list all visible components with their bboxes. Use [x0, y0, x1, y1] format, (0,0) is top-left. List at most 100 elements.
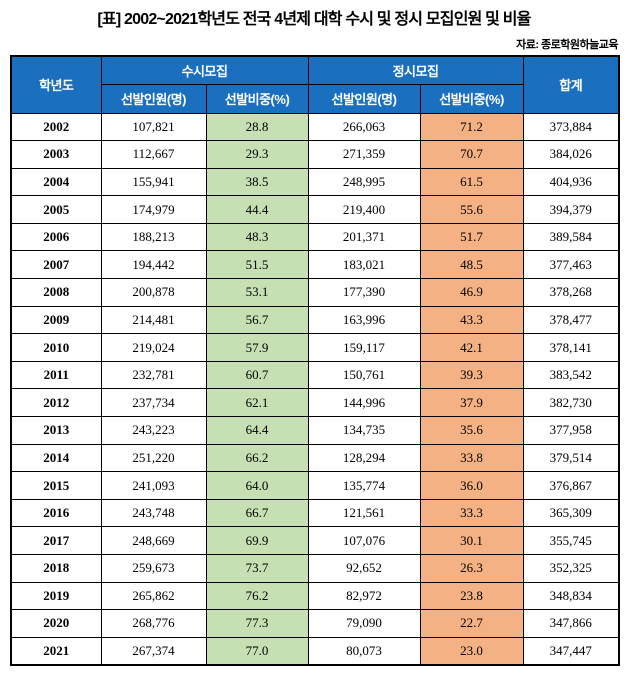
header-sub-row: 선발인원(명) 선발비중(%) 선발인원(명) 선발비중(%) [11, 83, 619, 114]
header-jeongsi-ratio: 선발비중(%) [419, 83, 524, 114]
susi-ratio-cell: 77.3 [205, 609, 309, 638]
jeongsi-ratio-cell: 26.3 [419, 554, 524, 583]
table-row: 2021 267,374 77.0 80,073 23.0 347,447 [10, 636, 620, 666]
jeongsi-count-cell: 92,652 [307, 554, 421, 583]
jeongsi-ratio-cell: 70.7 [419, 140, 524, 169]
susi-ratio-cell: 28.8 [205, 112, 309, 142]
jeongsi-ratio-cell: 37.9 [419, 388, 524, 418]
jeongsi-count-cell: 163,996 [307, 305, 421, 335]
jeongsi-count-cell: 248,995 [307, 167, 421, 197]
table-row: 2011 232,781 60.7 150,761 39.3 383,542 [10, 360, 620, 390]
table-row: 2002 107,821 28.8 266,063 71.2 373,884 [10, 112, 620, 142]
susi-count-cell: 237,734 [100, 388, 207, 418]
susi-ratio-cell: 64.4 [205, 416, 309, 445]
jeongsi-ratio-cell: 35.6 [419, 416, 524, 445]
jeongsi-count-cell: 79,090 [307, 609, 421, 638]
source-note: 자료: 종로학원하늘교육 [516, 39, 618, 51]
jeongsi-count-cell: 107,076 [307, 526, 421, 555]
susi-ratio-cell: 69.9 [205, 526, 309, 555]
jeongsi-ratio-cell: 61.5 [419, 167, 524, 197]
header-susi-group: 수시모집 [100, 55, 309, 85]
year-cell: 2012 [10, 388, 102, 418]
susi-ratio-cell: 38.5 [205, 167, 309, 197]
susi-count-cell: 107,821 [100, 112, 207, 142]
susi-ratio-cell: 62.1 [205, 388, 309, 418]
header-total: 합계 [522, 55, 620, 114]
susi-count-cell: 155,941 [100, 167, 207, 197]
jeongsi-count-cell: 183,021 [307, 250, 421, 280]
susi-count-cell: 232,781 [100, 360, 207, 390]
table-row: 2016 243,748 66.7 121,561 33.3 365,309 [10, 498, 620, 528]
jeongsi-count-cell: 266,063 [307, 112, 421, 142]
jeongsi-count-cell: 121,561 [307, 498, 421, 528]
table-row: 2004 155,941 38.5 248,995 61.5 404,936 [10, 167, 620, 197]
jeongsi-ratio-cell: 33.3 [419, 498, 524, 528]
year-cell: 2021 [10, 636, 102, 666]
susi-ratio-cell: 56.7 [205, 305, 309, 335]
table-row: 2007 194,442 51.5 183,021 48.5 377,463 [10, 250, 620, 280]
year-cell: 2010 [10, 333, 102, 362]
jeongsi-count-cell: 135,774 [307, 471, 421, 500]
susi-ratio-cell: 60.7 [205, 360, 309, 390]
header-susi-ratio: 선발비중(%) [205, 83, 309, 114]
susi-ratio-cell: 73.7 [205, 554, 309, 583]
susi-count-cell: 251,220 [100, 443, 207, 473]
total-cell: 373,884 [522, 112, 620, 142]
total-cell: 378,477 [522, 305, 620, 335]
susi-count-cell: 267,374 [100, 636, 207, 666]
jeongsi-count-cell: 128,294 [307, 443, 421, 473]
header-jeongsi-group: 정시모집 [307, 55, 524, 85]
susi-ratio-cell: 48.3 [205, 222, 309, 252]
year-cell: 2003 [10, 140, 102, 169]
year-cell: 2006 [10, 222, 102, 252]
jeongsi-ratio-cell: 30.1 [419, 526, 524, 555]
jeongsi-ratio-cell: 71.2 [419, 112, 524, 142]
year-cell: 2007 [10, 250, 102, 280]
total-cell: 348,834 [522, 581, 620, 611]
table-row: 2020 268,776 77.3 79,090 22.7 347,866 [10, 609, 620, 638]
total-cell: 404,936 [522, 167, 620, 197]
table-row: 2013 243,223 64.4 134,735 35.6 377,958 [10, 416, 620, 445]
susi-ratio-cell: 51.5 [205, 250, 309, 280]
jeongsi-count-cell: 144,996 [307, 388, 421, 418]
admissions-table: 학년도 수시모집 정시모집 합계 선발인원(명) 선발비중(%) 선발인원(명)… [10, 55, 620, 666]
jeongsi-ratio-cell: 55.6 [419, 195, 524, 224]
susi-ratio-cell: 66.7 [205, 498, 309, 528]
jeongsi-count-cell: 150,761 [307, 360, 421, 390]
total-cell: 347,866 [522, 609, 620, 638]
total-cell: 377,463 [522, 250, 620, 280]
susi-ratio-cell: 44.4 [205, 195, 309, 224]
table-row: 2006 188,213 48.3 201,371 51.7 389,584 [10, 222, 620, 252]
table-row: 2008 200,878 53.1 177,390 46.9 378,268 [10, 278, 620, 307]
jeongsi-ratio-cell: 33.8 [419, 443, 524, 473]
jeongsi-ratio-cell: 48.5 [419, 250, 524, 280]
susi-count-cell: 112,667 [100, 140, 207, 169]
year-cell: 2016 [10, 498, 102, 528]
total-cell: 383,542 [522, 360, 620, 390]
susi-count-cell: 248,669 [100, 526, 207, 555]
jeongsi-ratio-cell: 39.3 [419, 360, 524, 390]
susi-count-cell: 265,862 [100, 581, 207, 611]
table-row: 2009 214,481 56.7 163,996 43.3 378,477 [10, 305, 620, 335]
jeongsi-count-cell: 201,371 [307, 222, 421, 252]
table-row: 2015 241,093 64.0 135,774 36.0 376,867 [10, 471, 620, 500]
jeongsi-count-cell: 80,073 [307, 636, 421, 666]
header-group-row: 학년도 수시모집 정시모집 합계 [10, 55, 620, 114]
susi-ratio-cell: 29.3 [205, 140, 309, 169]
total-cell: 376,867 [522, 471, 620, 500]
jeongsi-ratio-cell: 46.9 [419, 278, 524, 307]
jeongsi-count-cell: 219,400 [307, 195, 421, 224]
susi-count-cell: 214,481 [100, 305, 207, 335]
susi-count-cell: 268,776 [100, 609, 207, 638]
jeongsi-count-cell: 159,117 [307, 333, 421, 362]
jeongsi-ratio-cell: 22.7 [419, 609, 524, 638]
total-cell: 352,325 [522, 554, 620, 583]
table-body: 2002 107,821 28.8 266,063 71.2 373,884 2003 112… [10, 112, 620, 666]
year-cell: 2020 [10, 609, 102, 638]
table-row: 2017 248,669 69.9 107,076 30.1 355,745 [10, 526, 620, 555]
year-cell: 2008 [10, 278, 102, 307]
year-cell: 2002 [10, 112, 102, 142]
table-row: 2003 112,667 29.3 271,359 70.7 384,026 [10, 140, 620, 169]
total-cell: 378,141 [522, 333, 620, 362]
table-header: 학년도 수시모집 정시모집 합계 선발인원(명) 선발비중(%) 선발인원(명)… [10, 55, 620, 114]
